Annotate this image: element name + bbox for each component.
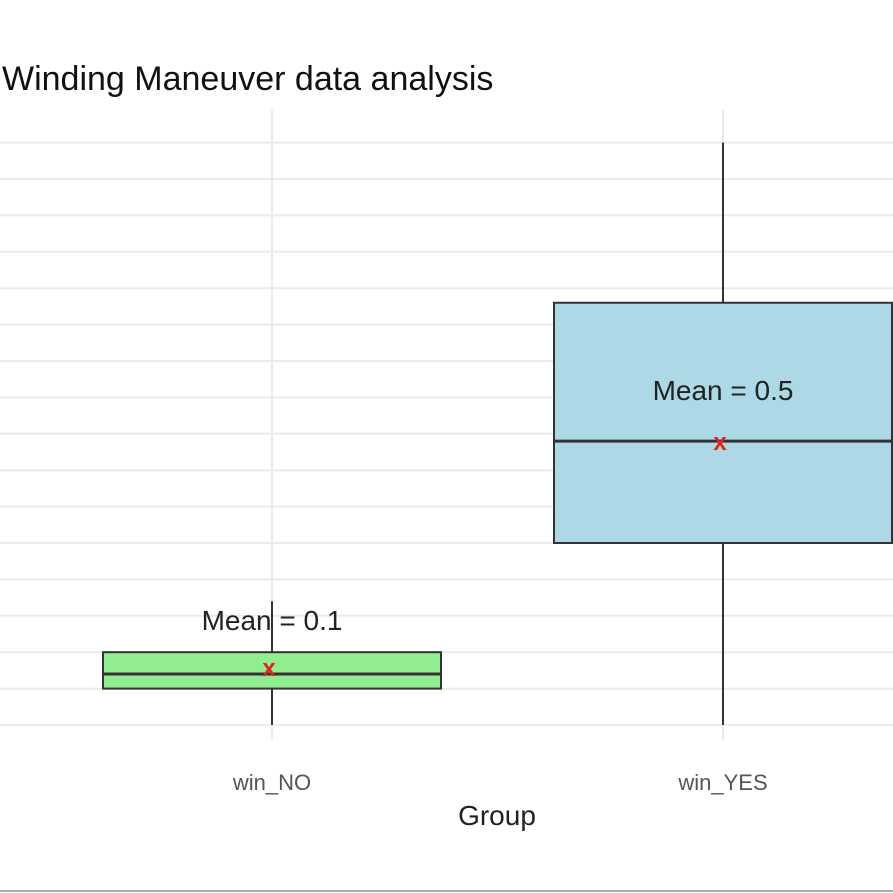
chart-title: Winding Maneuver data analysis [2,60,493,98]
grid-lines [0,110,893,740]
x-tick-label: win_NO [232,770,311,795]
box-win_YES: x Mean = 0.5 [553,142,893,725]
box-series: x Mean = 0.1 x Mean = 0.5 [102,142,893,725]
mean-label: Mean = 0.5 [653,375,794,406]
mean-marker: x [262,655,276,682]
x-axis-title: Group [458,800,536,831]
box-win_NO: x Mean = 0.1 [102,601,442,725]
x-tick-label: win_YES [677,770,767,795]
box-iqr [102,651,442,690]
mean-marker: x [713,429,727,456]
x-axis-ticks: win_NO win_YES [232,770,768,795]
mean-label: Mean = 0.1 [202,605,343,636]
box-iqr [553,301,893,545]
